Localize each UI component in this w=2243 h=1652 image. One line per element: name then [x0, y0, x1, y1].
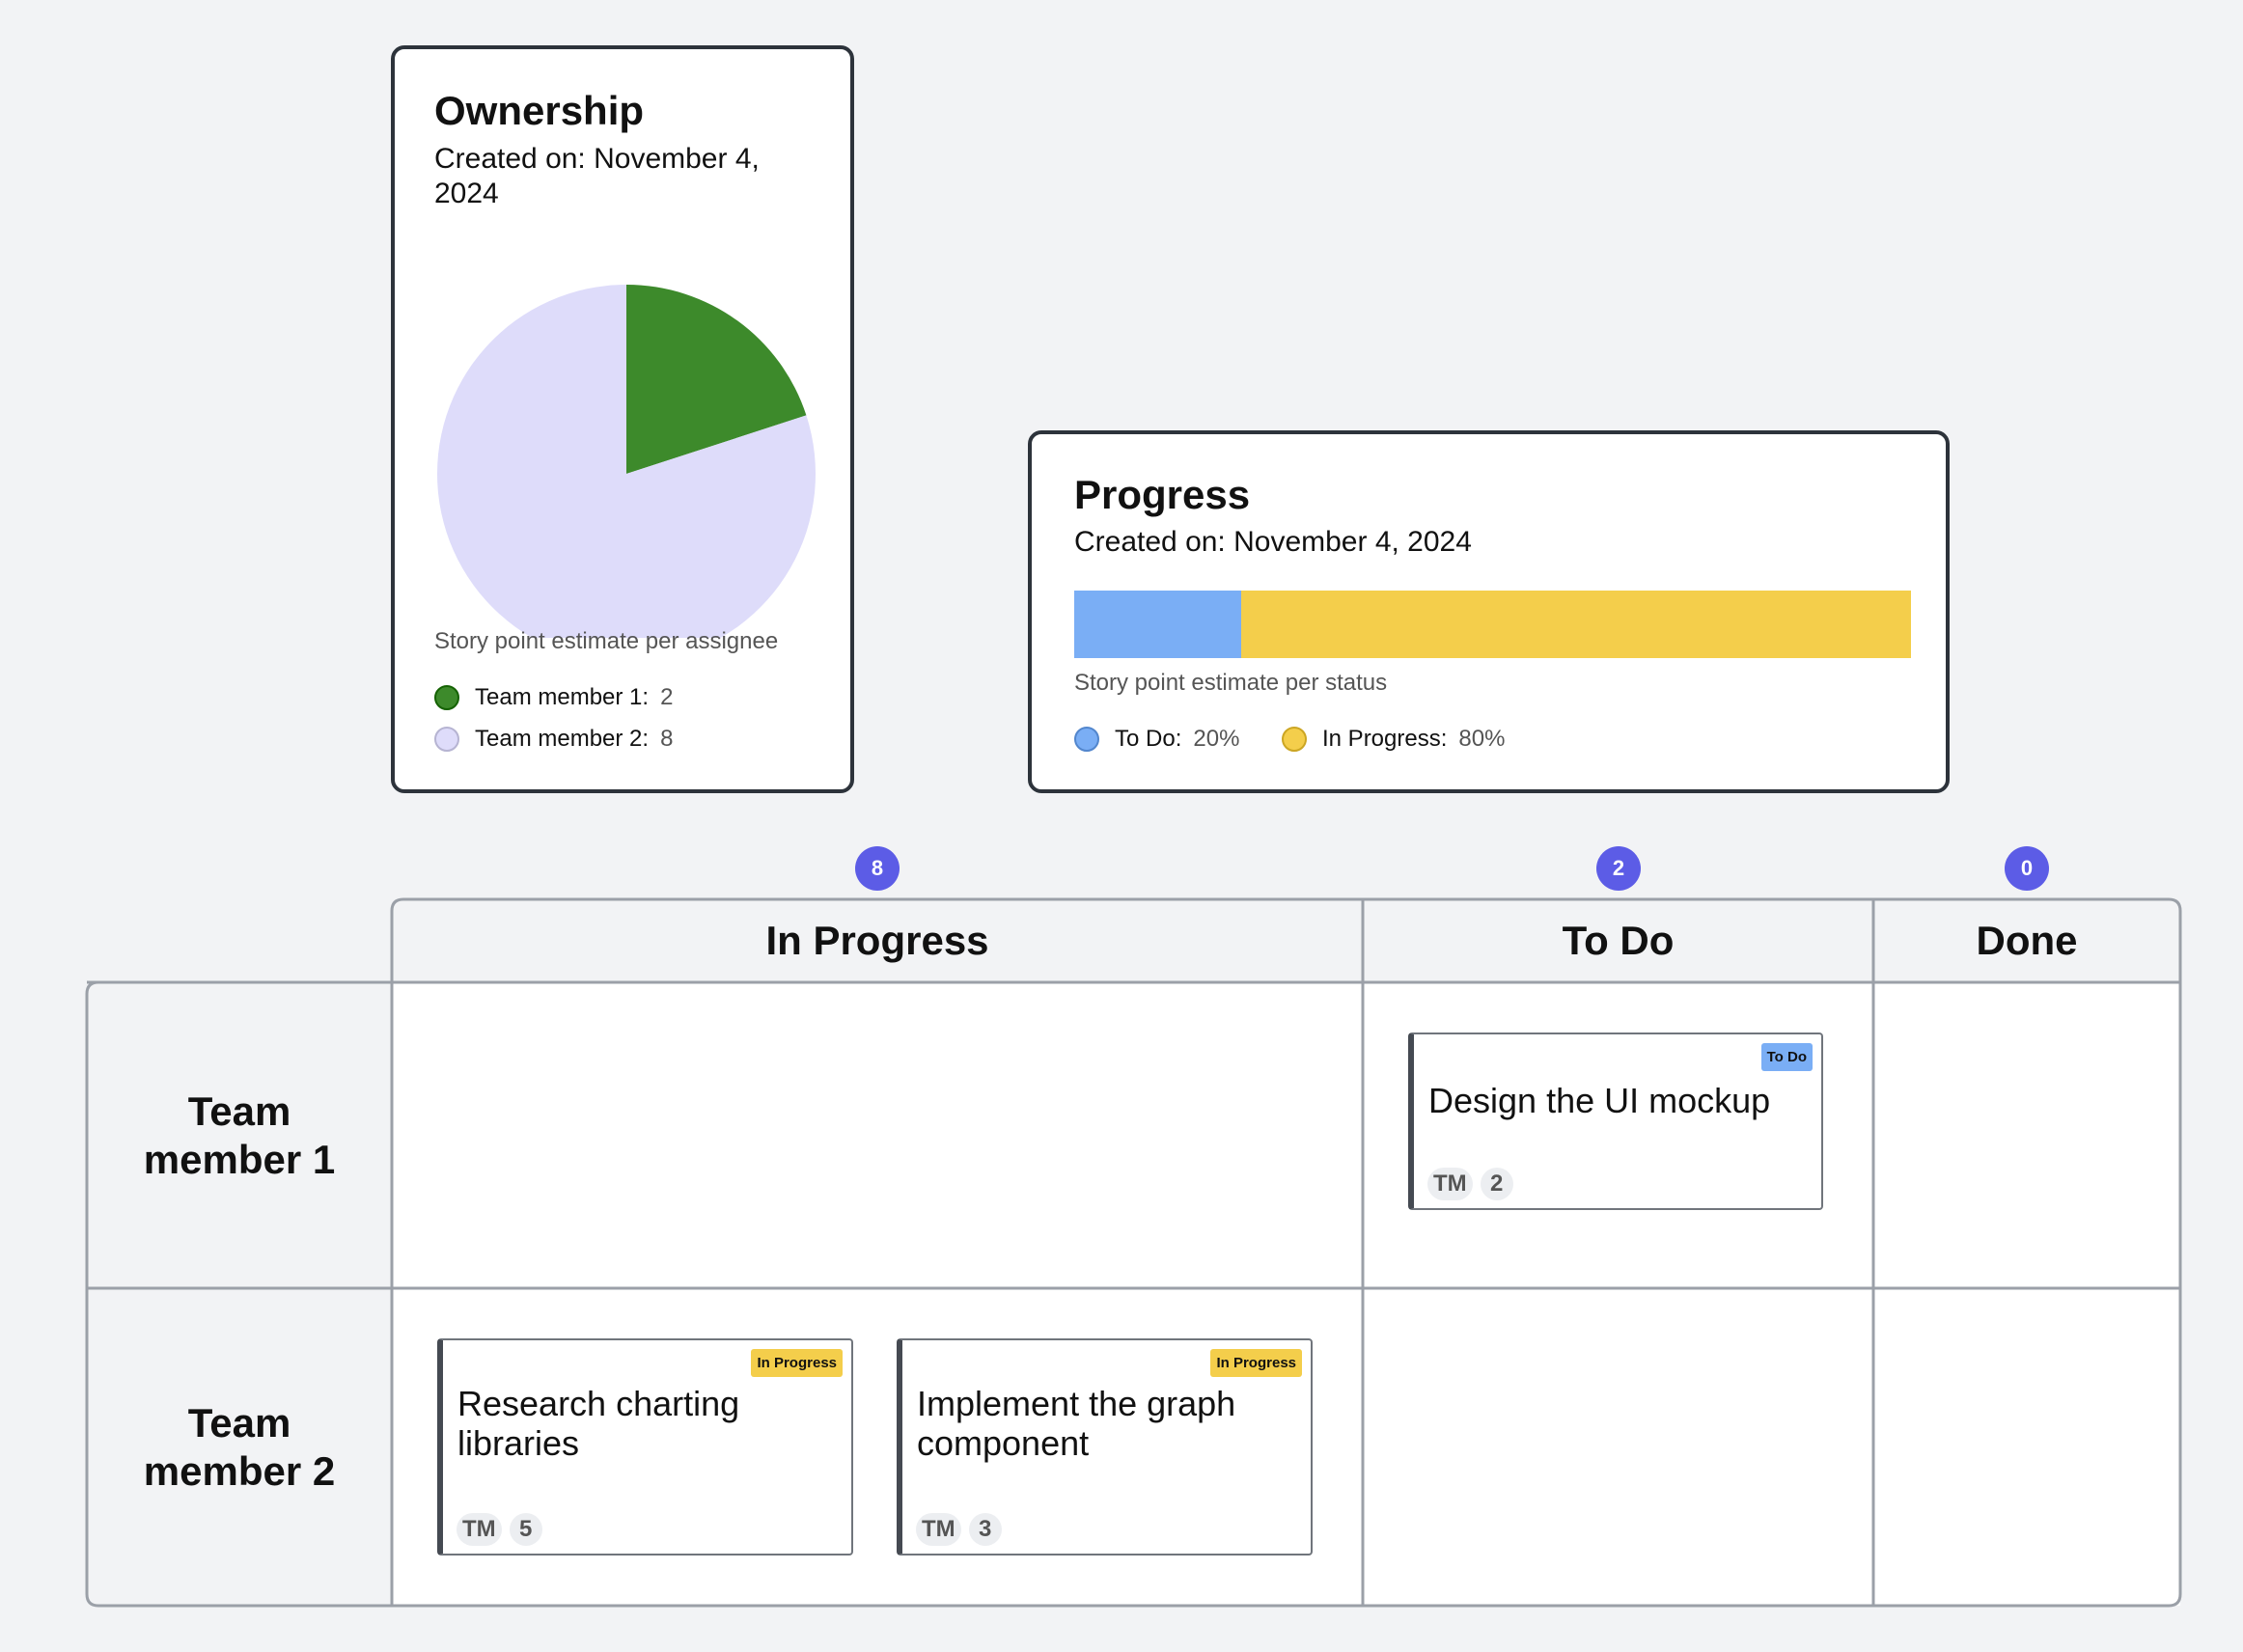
- assignee-avatar[interactable]: TM: [916, 1513, 961, 1546]
- card-title: Progress: [1074, 472, 1251, 517]
- task-title: Design the UI mockup: [1428, 1081, 1771, 1120]
- legend-value: 80%: [1458, 726, 1506, 752]
- row-header-team-member-1: Team member 1: [87, 982, 392, 1288]
- legend-dot: [434, 727, 459, 752]
- status-tag: In Progress: [751, 1349, 843, 1377]
- progress-segment-in-progress: [1241, 591, 1911, 658]
- chart-caption: Story point estimate per status: [1074, 670, 1388, 696]
- assignee-avatar[interactable]: TM: [457, 1513, 502, 1546]
- ownership-card: Ownership Created on: November 4, 2024 S…: [391, 45, 854, 793]
- board-cell[interactable]: [1873, 1288, 2180, 1606]
- legend-item-in-progress: In Progress: 80%: [1282, 726, 1505, 753]
- story-points-badge: 5: [509, 1513, 542, 1546]
- legend-label: Team member 1:: [475, 684, 650, 710]
- column-count-badge: 0: [2005, 846, 2049, 891]
- legend-value: 8: [660, 726, 674, 752]
- pie-slice-team-member-2: [437, 285, 816, 638]
- legend-item-team-member-1: Team member 1: 2: [434, 684, 673, 711]
- task-title: Implement the graph component: [917, 1384, 1236, 1463]
- legend-value: 20%: [1193, 726, 1240, 752]
- row-header-team-member-2: Team member 2: [87, 1288, 392, 1606]
- task-footer: TM 5: [457, 1513, 542, 1546]
- column-count-badge: 8: [855, 846, 900, 891]
- legend-value: 2: [660, 684, 674, 710]
- status-tag: To Do: [1760, 1043, 1813, 1071]
- legend-label: Team member 2:: [475, 726, 650, 752]
- column-count-badge: 2: [1596, 846, 1641, 891]
- board-cell[interactable]: [1873, 982, 2180, 1288]
- status-tag: In Progress: [1210, 1349, 1302, 1377]
- row-label: Team member 1: [143, 1088, 336, 1182]
- legend-item-todo: To Do: 20%: [1074, 726, 1239, 753]
- board-cell[interactable]: [392, 982, 1363, 1288]
- legend-dot: [1282, 727, 1307, 752]
- task-footer: TM 3: [916, 1513, 1002, 1546]
- created-date: Created on: November 4, 2024: [434, 143, 760, 209]
- story-points-badge: 2: [1480, 1168, 1513, 1200]
- column-header-to-do[interactable]: To Do: [1363, 899, 1873, 982]
- created-date: Created on: November 4, 2024: [1074, 526, 1472, 558]
- board-cell[interactable]: [1363, 1288, 1873, 1606]
- legend-dot: [1074, 727, 1099, 752]
- legend-item-team-member-2: Team member 2: 8: [434, 726, 673, 753]
- task-title: Research charting libraries: [457, 1384, 740, 1463]
- legend-label: In Progress:: [1322, 726, 1448, 752]
- column-label: Done: [1976, 918, 2078, 963]
- task-card[interactable]: In Progress Research charting libraries …: [437, 1338, 853, 1556]
- assignee-avatar[interactable]: TM: [1427, 1168, 1473, 1200]
- legend-label: To Do:: [1115, 726, 1182, 752]
- card-title: Ownership: [434, 88, 645, 133]
- progress-segment-to-do: [1074, 591, 1242, 658]
- column-label: In Progress: [765, 918, 989, 963]
- story-points-badge: 3: [968, 1513, 1002, 1546]
- column-header-in-progress[interactable]: In Progress: [392, 899, 1363, 982]
- pie-slice-team-member-1: [626, 285, 807, 474]
- task-footer: TM 2: [1427, 1168, 1513, 1200]
- legend-dot: [434, 685, 459, 710]
- ownership-pie-chart: [437, 285, 816, 638]
- row-label: Team member 2: [143, 1399, 336, 1494]
- task-card[interactable]: In Progress Implement the graph componen…: [897, 1338, 1313, 1556]
- task-card[interactable]: To Do Design the UI mockup TM 2: [1408, 1032, 1823, 1210]
- column-label: To Do: [1562, 918, 1675, 963]
- column-header-done[interactable]: Done: [1873, 899, 2180, 982]
- progress-bar: [1074, 591, 1911, 658]
- chart-caption: Story point estimate per assignee: [434, 628, 779, 654]
- progress-card: Progress Created on: November 4, 2024 St…: [1028, 430, 1950, 793]
